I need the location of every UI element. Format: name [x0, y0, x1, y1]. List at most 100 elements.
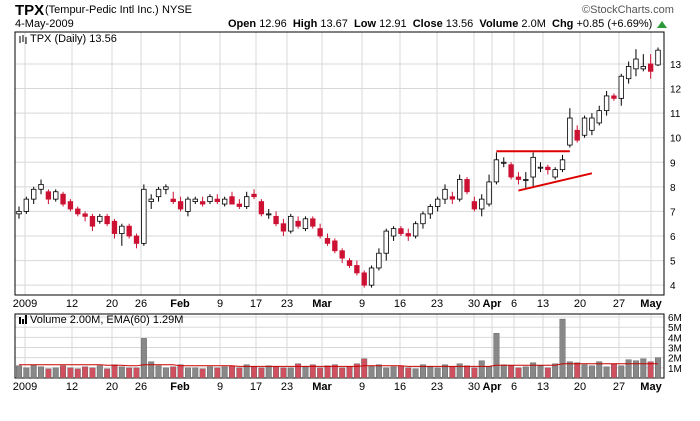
volume-bar	[515, 367, 522, 379]
volume-bar	[405, 367, 412, 379]
candle-body	[295, 220, 301, 227]
volume-bar	[287, 367, 294, 379]
candle-body	[302, 218, 309, 230]
volume-bar	[647, 361, 654, 379]
candle-body	[236, 203, 243, 207]
price-y-tick-label: 12	[670, 85, 682, 96]
price-y-tick-label: 5	[670, 257, 676, 268]
x-tick-label: 20	[106, 381, 118, 393]
x-tick-label: 20	[574, 298, 586, 310]
volume-bar	[295, 363, 302, 379]
candle-body	[339, 250, 345, 259]
volume-bar	[331, 364, 338, 379]
price-y-tick-label: 4	[670, 281, 676, 292]
candle-body	[332, 240, 338, 252]
candle-body	[537, 166, 544, 169]
candle-body	[207, 196, 213, 202]
candle-body	[647, 63, 654, 72]
volume-bar	[273, 366, 280, 379]
candle-body	[471, 201, 478, 210]
price-x-axis: 2009 12 20 26 Feb 9 17 23 Mar 9 16 23 30 Apr 6 13 20 27 Ma…	[13, 298, 663, 310]
candle-body	[244, 196, 250, 207]
close-label: Close	[412, 18, 443, 30]
x-tick-label: 20	[574, 381, 586, 393]
x-tick-label: 26	[135, 298, 147, 310]
volume-bar	[390, 366, 397, 379]
candle-body	[508, 164, 514, 178]
price-y-tick-label: 13	[670, 60, 682, 71]
candle-body	[288, 215, 294, 232]
x-tick-label: Apr	[483, 298, 503, 310]
up-arrow-icon	[657, 21, 667, 28]
volume-bar	[302, 366, 309, 379]
candle-body	[273, 215, 279, 225]
candle-body	[596, 110, 602, 124]
volume-bar	[530, 362, 537, 379]
candle-body	[545, 166, 551, 171]
candle-body	[104, 215, 110, 225]
volume-y-tick-label: 1M	[668, 364, 682, 375]
x-tick-label: 12	[66, 298, 78, 310]
volume-bar	[508, 365, 515, 379]
high-value: 13.67	[320, 18, 348, 30]
candle-body	[552, 169, 558, 178]
candlestick-series	[16, 47, 661, 288]
x-tick-label: 6	[511, 298, 517, 310]
volume-bar	[52, 367, 59, 379]
volume-legend: Volume 2.00M, EMA(60) 1.29M	[30, 314, 183, 326]
volume-bar	[221, 366, 228, 379]
volume-series	[16, 318, 661, 379]
volume-bar	[588, 365, 595, 379]
volume-bar	[625, 359, 632, 379]
candle-body	[163, 186, 169, 190]
trendline-annotations	[496, 150, 593, 192]
x-tick-label: 23	[431, 298, 443, 310]
volume-bar	[111, 364, 118, 379]
quote-date: 4-May-2009	[15, 18, 74, 30]
x-tick-label: 6	[511, 381, 517, 393]
candle-body	[192, 198, 198, 202]
volume-bar	[618, 365, 625, 379]
volume-bar	[214, 367, 221, 379]
candle-body	[67, 201, 74, 210]
volume-bar	[258, 367, 265, 379]
volume-bar	[89, 367, 96, 379]
candle-body	[16, 211, 22, 215]
chg-value: +0.85 (+6.69%)	[576, 18, 653, 30]
volume-bar	[16, 365, 22, 379]
candle-body	[133, 235, 140, 244]
volume-bar	[199, 368, 206, 379]
candle-body	[111, 220, 118, 234]
candle-body	[310, 218, 316, 227]
x-tick-label: 23	[281, 298, 293, 310]
candle-body	[324, 238, 331, 244]
volume-bar	[133, 367, 140, 379]
candle-body	[214, 198, 220, 202]
volume-bar	[30, 364, 37, 379]
open-label: Open	[228, 18, 257, 30]
volume-bar	[265, 365, 272, 379]
candle-body	[258, 201, 265, 215]
volume-bar	[155, 365, 162, 379]
price-y-tick-label: 8	[670, 183, 676, 194]
candle-body	[501, 161, 507, 164]
x-tick-label: 2009	[13, 298, 37, 310]
volume-bar	[280, 367, 287, 379]
volume-bar	[581, 364, 588, 379]
x-tick-label: 17	[250, 381, 262, 393]
candle-body	[390, 228, 397, 237]
x-tick-label: 16	[394, 298, 406, 310]
candle-body	[655, 49, 661, 66]
volume-bar	[67, 367, 74, 379]
price-legend-icon	[19, 35, 27, 44]
x-tick-label: 27	[613, 381, 625, 393]
candle-body	[449, 196, 456, 200]
volume-bar	[324, 365, 331, 379]
candle-body	[199, 201, 206, 205]
high-label: High	[292, 18, 318, 30]
x-tick-label: 9	[359, 298, 365, 310]
x-tick-label: 27	[613, 298, 625, 310]
volume-bar	[574, 362, 581, 379]
x-tick-label: Apr	[483, 381, 503, 393]
